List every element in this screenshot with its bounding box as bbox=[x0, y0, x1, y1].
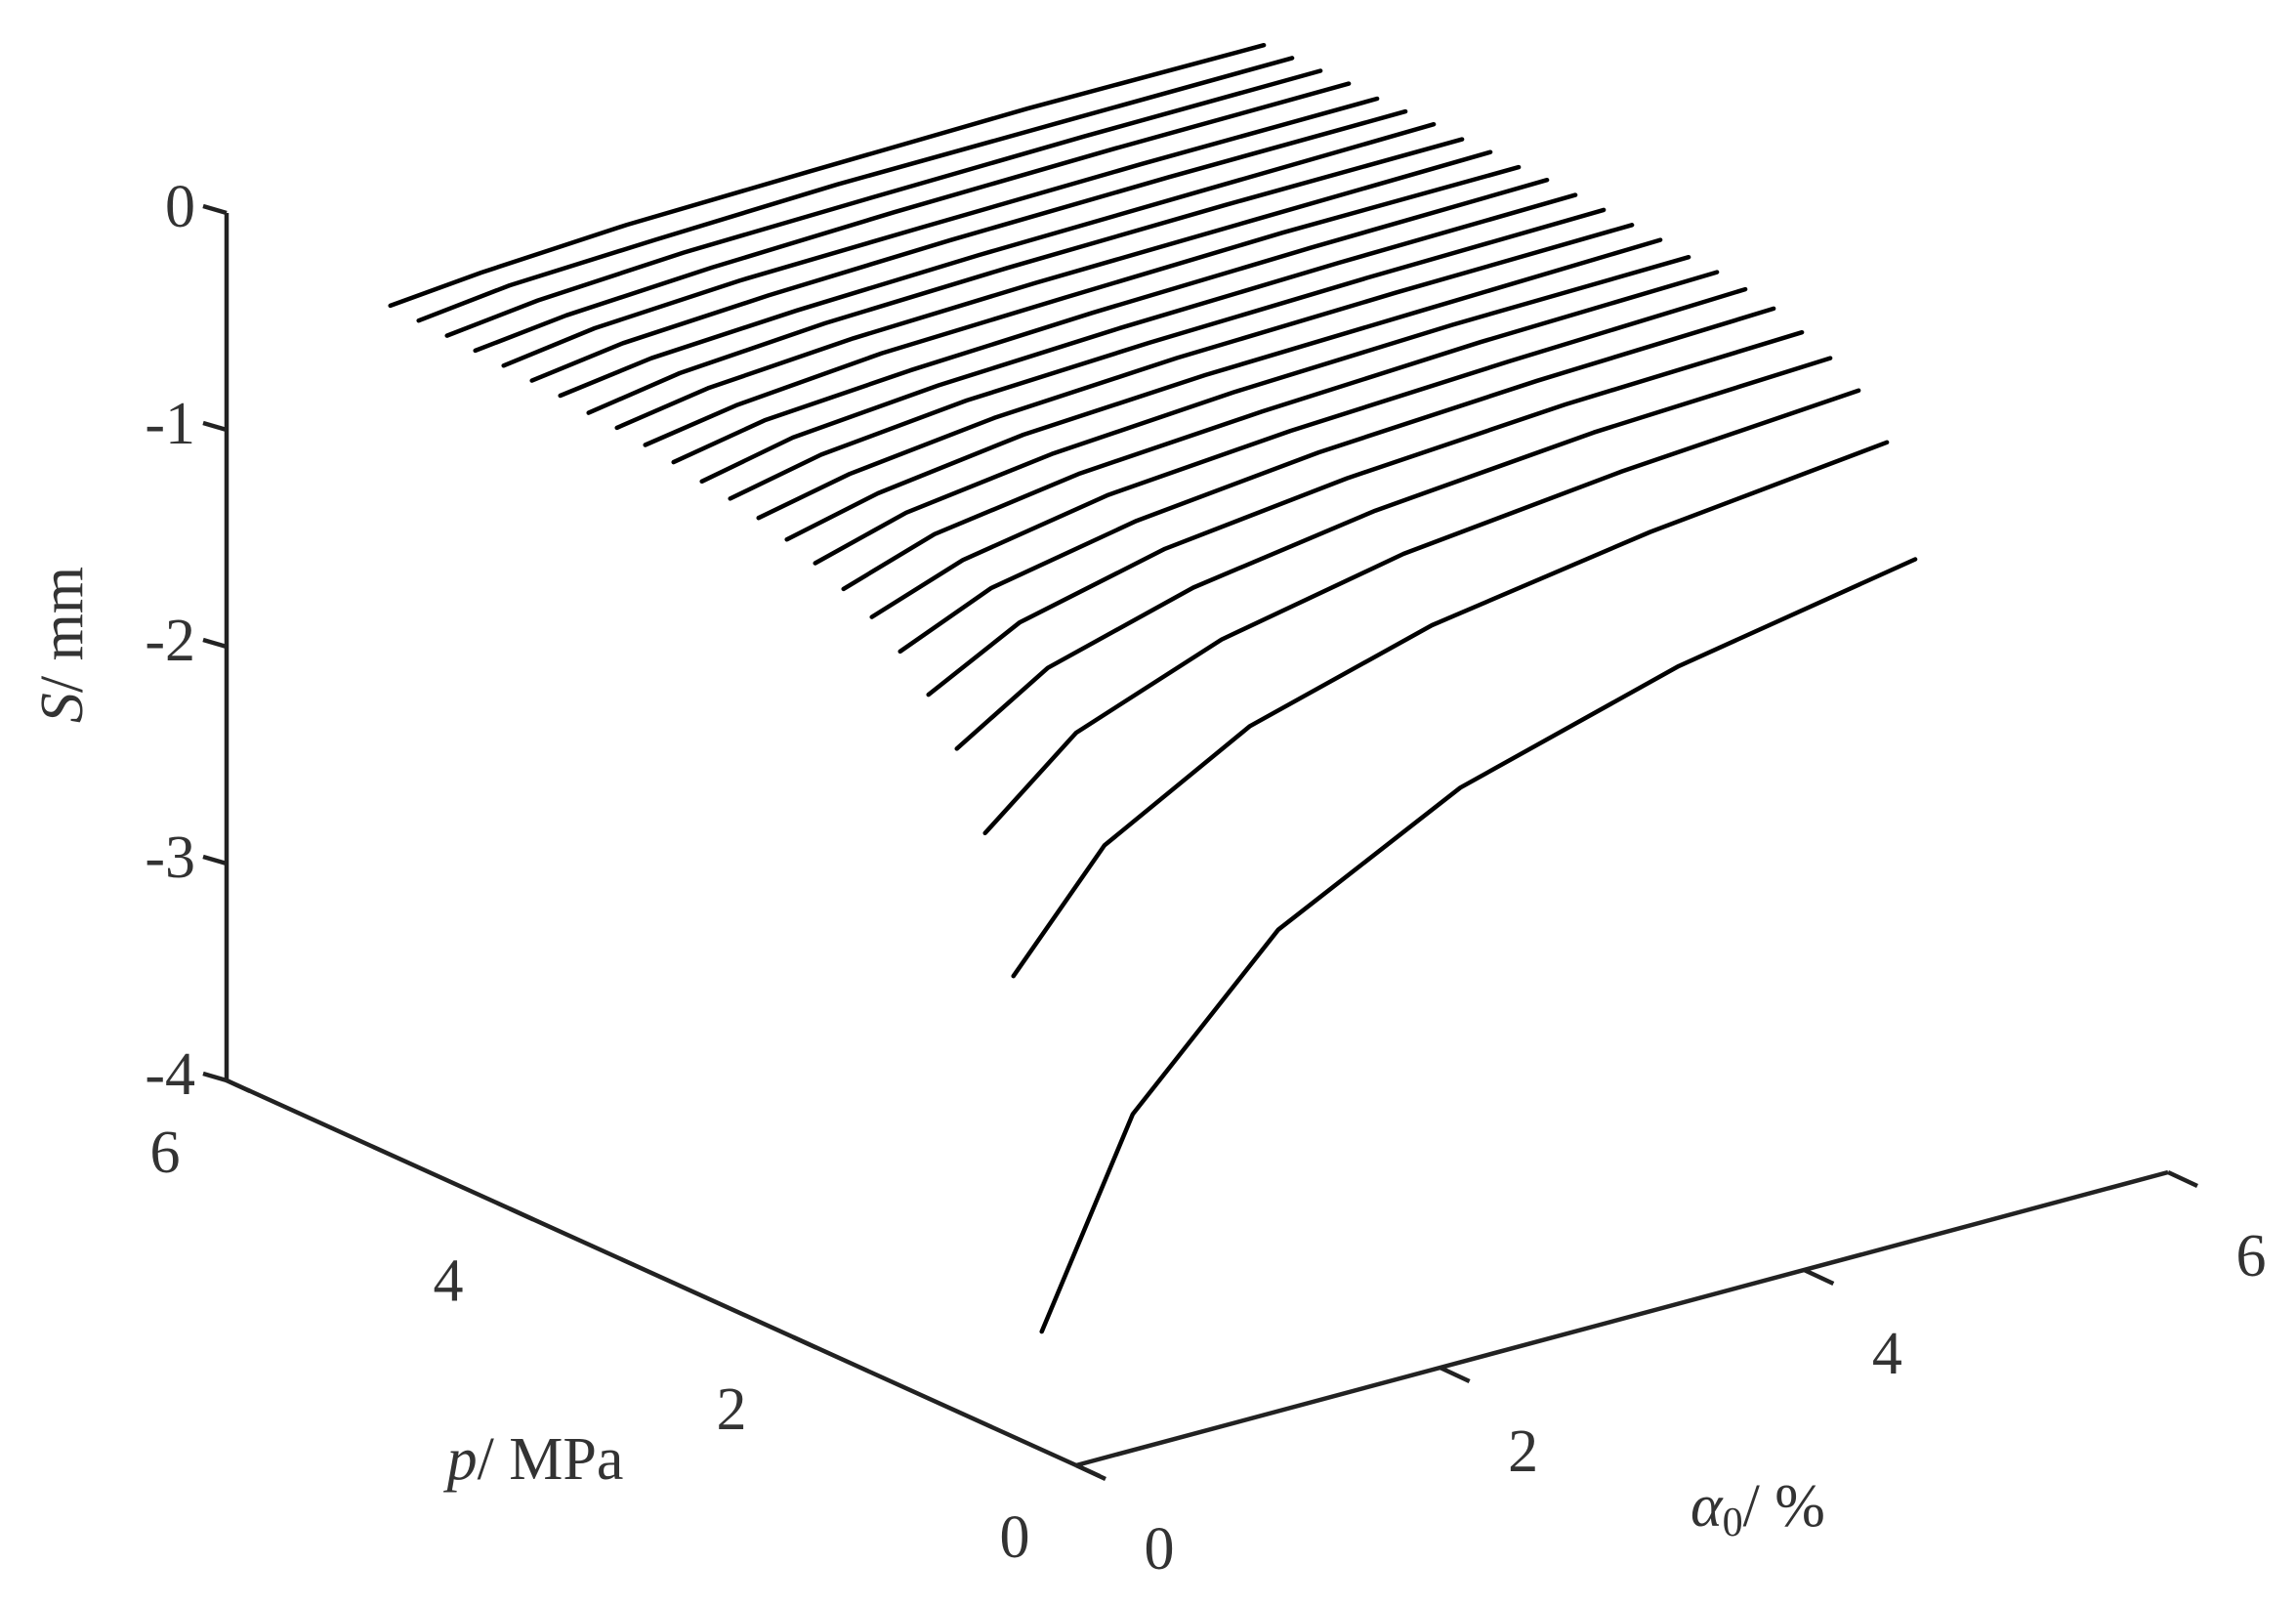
z-tick bbox=[202, 1071, 228, 1083]
z-tick-label: -2 bbox=[145, 608, 195, 674]
x-axis-line bbox=[1075, 1169, 2169, 1468]
curve bbox=[671, 177, 1550, 465]
curve bbox=[926, 329, 1805, 697]
y-label-symbol: p bbox=[443, 1426, 478, 1493]
curve bbox=[869, 286, 1748, 619]
x-tick-label: 4 bbox=[1872, 1321, 1902, 1387]
curve bbox=[699, 192, 1578, 485]
y-axis-label: p/ MPa bbox=[443, 1426, 624, 1493]
z-tick-label: -1 bbox=[145, 391, 195, 457]
curve bbox=[501, 96, 1380, 368]
x-tick-label: 0 bbox=[1145, 1516, 1175, 1583]
x-label-subscript: 0 bbox=[1723, 1500, 1743, 1545]
z-tick bbox=[202, 420, 228, 433]
curve bbox=[756, 223, 1635, 521]
y-tick-label: 4 bbox=[434, 1248, 464, 1315]
y-tick bbox=[226, 1078, 251, 1094]
y-tick-label: 6 bbox=[150, 1120, 181, 1186]
y-tick bbox=[509, 1206, 534, 1222]
curve bbox=[558, 121, 1437, 399]
curve bbox=[614, 149, 1493, 431]
x-axis-label: α0/ % bbox=[1691, 1473, 1825, 1544]
curve bbox=[728, 207, 1607, 501]
curve bbox=[982, 388, 1861, 836]
y-tick bbox=[792, 1334, 817, 1350]
y-tick bbox=[1075, 1462, 1101, 1479]
y-tick-label: 0 bbox=[1000, 1504, 1030, 1571]
x-label-symbol: α bbox=[1691, 1473, 1724, 1540]
z-tick-label: -4 bbox=[145, 1041, 195, 1108]
z-tick-label: 0 bbox=[165, 174, 195, 240]
curve bbox=[1039, 557, 1918, 1334]
x-tick bbox=[1803, 1267, 1835, 1287]
z-label-symbol: S bbox=[29, 693, 96, 723]
z-tick bbox=[202, 203, 228, 216]
curve bbox=[954, 356, 1833, 751]
curve bbox=[529, 108, 1408, 383]
curve bbox=[444, 68, 1323, 338]
curve bbox=[388, 42, 1267, 309]
curve bbox=[841, 270, 1720, 592]
z-tick bbox=[202, 637, 228, 650]
y-tick-label: 2 bbox=[717, 1376, 747, 1443]
x-tick bbox=[1439, 1365, 1471, 1384]
x-tick-label: 2 bbox=[1508, 1418, 1538, 1485]
x-tick-label: 6 bbox=[2236, 1223, 2267, 1289]
x-label-unit: / % bbox=[1743, 1473, 1825, 1540]
z-label-unit: / mm bbox=[29, 567, 96, 693]
curve bbox=[473, 81, 1352, 354]
z-axis-label: S/ mm bbox=[29, 567, 96, 723]
curve bbox=[586, 137, 1465, 415]
z-tick-label: -3 bbox=[145, 824, 195, 891]
curve bbox=[416, 56, 1295, 323]
curve bbox=[784, 237, 1663, 542]
curve bbox=[898, 306, 1776, 655]
y-axis-line bbox=[226, 1078, 1077, 1468]
x-tick bbox=[2167, 1169, 2198, 1189]
z-tick bbox=[202, 854, 228, 866]
curve bbox=[1011, 440, 1890, 979]
y-label-unit: / MPa bbox=[478, 1426, 624, 1493]
curve bbox=[813, 254, 1691, 566]
curve bbox=[643, 164, 1522, 447]
